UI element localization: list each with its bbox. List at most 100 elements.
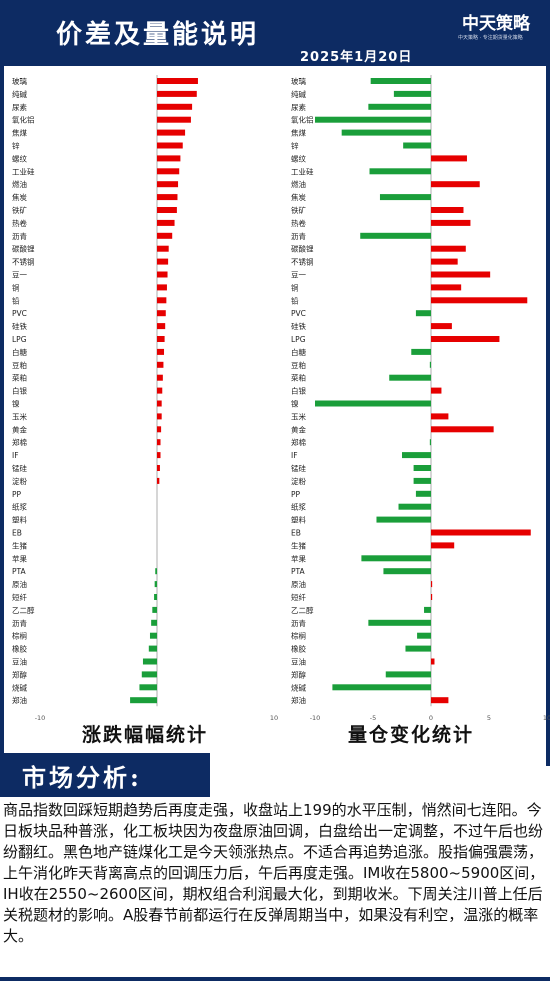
right-bar bbox=[429, 361, 431, 368]
right-category-label: 纯碱 bbox=[291, 89, 306, 99]
right-bar bbox=[379, 194, 431, 201]
right-bar bbox=[431, 219, 471, 226]
right-bar bbox=[369, 168, 431, 175]
right-category-label: 铁矿 bbox=[291, 205, 306, 215]
left-category-label: LPG bbox=[12, 335, 27, 344]
left-bar bbox=[157, 78, 198, 84]
right-category-label: 沥青 bbox=[291, 231, 306, 241]
left-category-label: 不锈钢 bbox=[12, 257, 35, 267]
right-bar bbox=[370, 78, 431, 84]
right-category-label: 白银 bbox=[291, 386, 306, 396]
left-bar bbox=[157, 400, 162, 407]
left-category-label: 铅 bbox=[12, 295, 20, 305]
left-bar bbox=[157, 232, 173, 239]
right-category-label: PTA bbox=[291, 567, 306, 576]
left-bar bbox=[157, 323, 166, 330]
left-category-label: 螺纹 bbox=[12, 153, 27, 163]
left-category-label: IF bbox=[12, 451, 19, 460]
right-category-label: 塑料 bbox=[291, 515, 306, 525]
right-category-label: IF bbox=[291, 451, 298, 460]
right-category-label: 豆一 bbox=[291, 271, 306, 280]
left-bar bbox=[157, 245, 169, 252]
left-category-label: 淀粉 bbox=[12, 476, 27, 486]
left-bar bbox=[157, 336, 165, 342]
right-bar bbox=[360, 232, 431, 239]
right-bar bbox=[415, 310, 431, 317]
left-category-label: 纯碱 bbox=[12, 89, 27, 99]
left-category-label: 郑油 bbox=[12, 695, 27, 705]
left-category-label: 郑棉 bbox=[12, 437, 27, 447]
left-bar bbox=[141, 671, 157, 678]
right-bar bbox=[389, 374, 431, 381]
right-category-label: 白糖 bbox=[291, 347, 306, 357]
left-bar bbox=[157, 194, 178, 201]
left-category-label: 郑醇 bbox=[12, 669, 27, 679]
left-bar bbox=[157, 284, 167, 291]
right-category-label: 郑醇 bbox=[291, 669, 306, 679]
left-category-label: 玻璃 bbox=[12, 76, 27, 86]
left-category-label: 短纤 bbox=[12, 592, 27, 602]
right-border-stripe bbox=[546, 66, 550, 766]
left-category-label: 硅铁 bbox=[12, 321, 27, 331]
left-category-label: 黄金 bbox=[12, 424, 27, 434]
right-category-label: 不锈钢 bbox=[291, 257, 314, 267]
left-bar bbox=[157, 219, 175, 226]
left-category-label: 尿素 bbox=[12, 102, 27, 112]
left-category-label: 沥青 bbox=[12, 231, 27, 241]
right-category-label: 螺纹 bbox=[291, 153, 306, 163]
right-bar bbox=[431, 297, 528, 304]
left-bar bbox=[157, 271, 168, 278]
right-category-label: 铜 bbox=[291, 282, 299, 292]
right-category-label: 铅 bbox=[291, 295, 299, 305]
right-category-label: 乙二醇 bbox=[291, 605, 314, 615]
right-bar bbox=[315, 400, 431, 407]
right-tick-label: -5 bbox=[370, 714, 376, 722]
right-bar bbox=[429, 439, 431, 446]
left-category-label: 菜粕 bbox=[12, 373, 27, 383]
page-title: 价差及量能说明 bbox=[56, 20, 260, 50]
right-bar bbox=[383, 568, 431, 575]
left-bar bbox=[157, 90, 197, 97]
left-chart-caption: 涨跌幅幅统计 bbox=[82, 724, 209, 746]
right-bar bbox=[417, 632, 431, 639]
left-bar bbox=[157, 374, 163, 381]
left-bar bbox=[142, 658, 157, 665]
left-bar bbox=[154, 581, 157, 588]
right-category-label: 郑棉 bbox=[291, 437, 306, 447]
right-category-label: 工业硅 bbox=[291, 166, 314, 176]
left-bar bbox=[130, 697, 157, 704]
brand-logo-subtitle: 中天策略 · 专注期货量化策略 bbox=[458, 35, 523, 41]
left-bar bbox=[152, 606, 157, 613]
left-bar bbox=[154, 594, 157, 600]
left-category-label: PTA bbox=[12, 567, 27, 576]
left-category-label: 沥青 bbox=[12, 618, 27, 628]
brand-logo: 中天策略 bbox=[462, 14, 530, 34]
left-category-label: 塑料 bbox=[12, 515, 27, 525]
left-category-label: 乙二醇 bbox=[12, 605, 35, 615]
right-tick-label: 5 bbox=[487, 714, 491, 722]
left-category-label: 豆一 bbox=[12, 271, 27, 280]
right-category-label: 纸浆 bbox=[291, 502, 306, 512]
left-bar bbox=[157, 426, 162, 433]
right-category-label: 生猪 bbox=[291, 540, 306, 550]
right-bar bbox=[431, 271, 491, 278]
right-bar bbox=[424, 606, 431, 613]
right-category-label: 原油 bbox=[291, 579, 306, 589]
right-bar bbox=[332, 684, 431, 691]
right-category-label: 淀粉 bbox=[291, 476, 306, 486]
right-category-label: 短纤 bbox=[291, 592, 306, 602]
left-bar bbox=[148, 645, 157, 652]
right-category-label: 玻璃 bbox=[291, 76, 306, 86]
right-bar bbox=[385, 671, 431, 678]
right-bar bbox=[341, 129, 431, 136]
market-analysis-text: 商品指数回踩短期趋势后再度走强，收盘站上199的水平压制，悄然间七连阳。今日板块… bbox=[3, 801, 545, 945]
right-bar bbox=[431, 426, 494, 433]
right-tick-label: 0 bbox=[429, 714, 433, 722]
left-bar bbox=[157, 361, 164, 368]
right-bar bbox=[431, 155, 467, 162]
right-bar bbox=[431, 529, 531, 536]
left-bar bbox=[157, 348, 165, 355]
right-bar bbox=[361, 555, 431, 562]
left-bar bbox=[157, 168, 180, 175]
right-bar bbox=[431, 245, 466, 252]
